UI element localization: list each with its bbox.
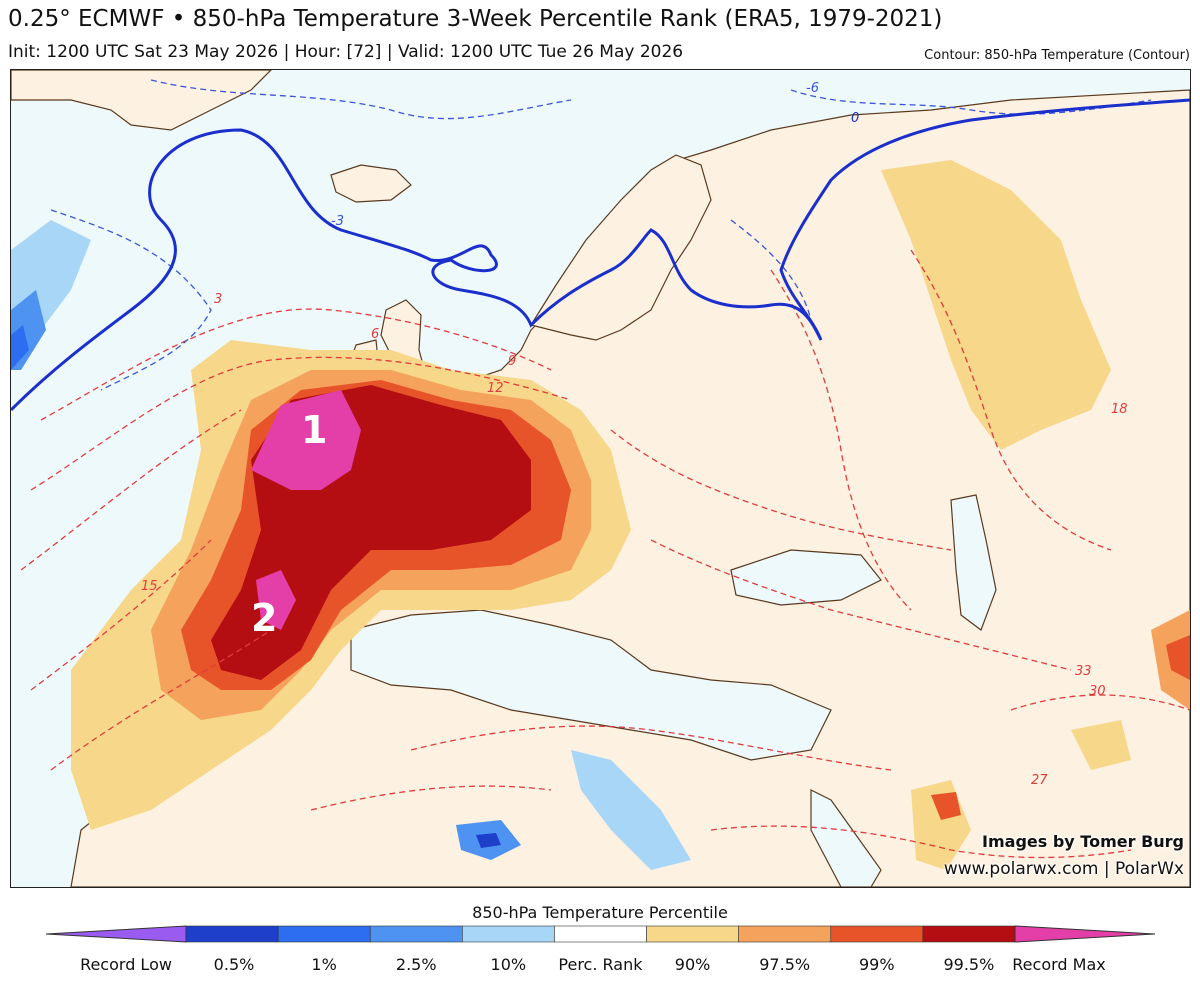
contour-label-group: -6 -3 0 3 6 9 12 15 18 27 30 33: [141, 81, 1128, 788]
map-canvas: -6 -3 0 3 6 9 12 15 18 27 30 33: [11, 70, 1190, 887]
colorbar-cell: [738, 925, 832, 943]
greenland-land: [11, 70, 272, 131]
image-credit: Images by Tomer Burg: [982, 832, 1184, 851]
contour-label: 6: [371, 327, 379, 342]
colorbar-cell: [277, 925, 371, 943]
contour-label: 3: [214, 292, 222, 307]
colorbar-record-max: [1014, 925, 1156, 943]
colorbar-cell: [646, 925, 739, 943]
colorbar-label: 99.5%: [943, 955, 995, 974]
legend-title: 850-hPa Temperature Percentile: [472, 903, 728, 922]
contour-label: 30: [1089, 684, 1106, 699]
colorbar-label: 1%: [311, 955, 337, 974]
contour-label: 9: [508, 354, 516, 369]
cold-anomaly-shading: [11, 220, 691, 870]
region-marker-2: 2: [251, 596, 278, 640]
region-marker-1: 1: [301, 408, 328, 452]
colorbar: [45, 925, 1156, 943]
website-credit: www.polarwx.com | PolarWx: [943, 859, 1184, 879]
map-panel: -6 -3 0 3 6 9 12 15 18 27 30 33 1 2 Imag…: [10, 69, 1191, 888]
iceland-land: [330, 164, 412, 203]
contour-note: Contour: 850-hPa Temperature (Contour): [924, 48, 1190, 63]
colorbar-label: 0.5%: [213, 955, 255, 974]
colorbar-cell: [830, 925, 924, 943]
colorbar-label: 99%: [858, 955, 895, 974]
colorbar-record-low: [45, 925, 187, 943]
contour-label: 0: [851, 111, 859, 126]
colorbar-label: 2.5%: [395, 955, 437, 974]
contour-label: 15: [141, 579, 158, 594]
mediterranean-sea: [350, 609, 832, 761]
map-subtitle: Init: 1200 UTC Sat 23 May 2026 | Hour: […: [8, 42, 684, 62]
contour-label: -6: [806, 81, 819, 96]
contour-label: 18: [1111, 402, 1128, 417]
caspian-sea: [950, 494, 997, 631]
colorbar-cell: [462, 925, 555, 943]
colorbar-cells: [45, 925, 1156, 943]
temperature-contours: [20, 249, 1190, 859]
colorbar-label: Perc. Rank: [558, 955, 643, 974]
map-title: 0.25° ECMWF • 850-hPa Temperature 3-Week…: [8, 6, 943, 32]
contour-label: -3: [331, 214, 344, 229]
colorbar-cell: [369, 925, 463, 943]
cold-contours: [50, 79, 1152, 391]
inland-seas: [350, 494, 997, 887]
colorbar-label: Record Low: [80, 955, 172, 974]
colorbar-cell: [922, 925, 1016, 943]
scandinavia-land: [530, 154, 712, 341]
colorbar-label: 10%: [490, 955, 527, 974]
red-sea: [810, 789, 882, 887]
contour-label: 27: [1031, 773, 1048, 788]
colorbar-cell: [554, 925, 647, 943]
contour-label: 12: [487, 381, 504, 396]
warm-anomaly-shading: [71, 160, 1190, 870]
black-sea: [730, 549, 882, 606]
colorbar-label: 97.5%: [759, 955, 811, 974]
colorbar-label: Record Max: [1012, 955, 1106, 974]
zero-degree-line: [11, 98, 1190, 412]
contour-label: 33: [1075, 664, 1092, 679]
colorbar-label: 90%: [674, 955, 711, 974]
colorbar-cell: [185, 925, 279, 943]
